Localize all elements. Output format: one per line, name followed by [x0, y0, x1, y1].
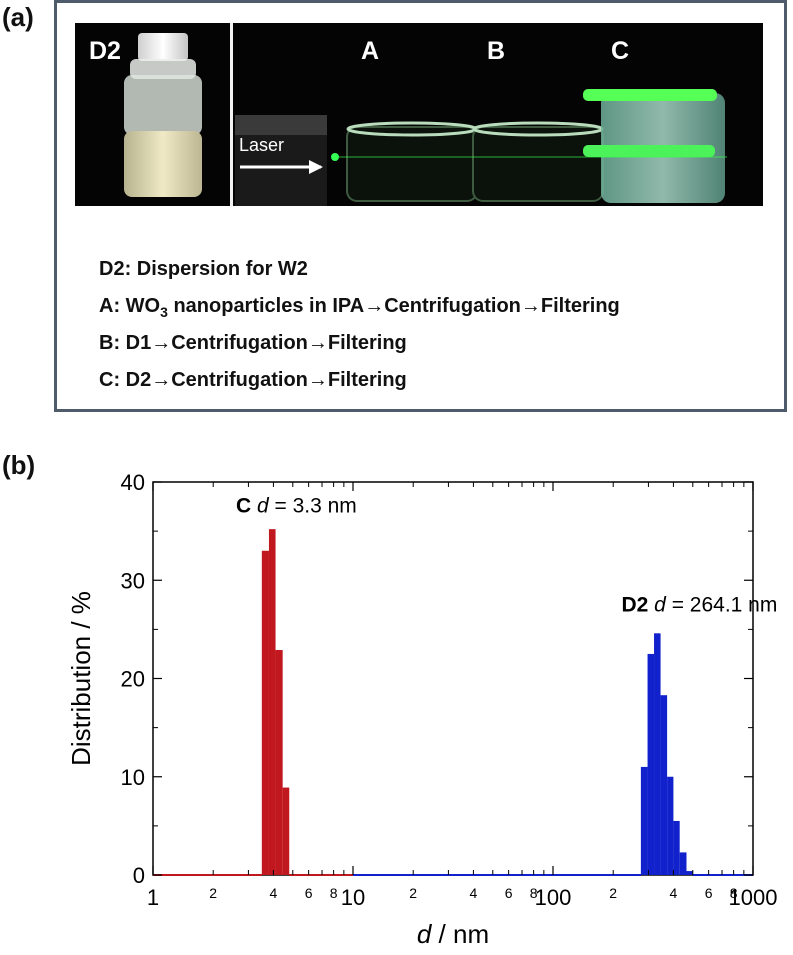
x-minor-tick-label: 8	[530, 885, 538, 901]
annotation-D2-value: = 264.1 nm	[666, 594, 778, 617]
bar-C-3	[275, 650, 283, 875]
vial-b	[472, 121, 604, 202]
legend-line-c: C: D2→Centrifugation→Filtering	[99, 369, 407, 391]
legend-line-a: A: WO3 nanoparticles in IPA→Centrifugati…	[99, 288, 779, 325]
photo-divider	[230, 23, 233, 206]
photo-label-laser: Laser	[239, 135, 285, 155]
photo-vials: D2 A B C Laser	[75, 23, 763, 206]
legend-line-a-prefix: A: WO	[99, 295, 161, 317]
x-minor-tick-label: 8	[730, 885, 738, 901]
bar-C-1	[261, 550, 269, 875]
bar-D2-2	[647, 653, 655, 875]
x-minor-tick-label: 6	[705, 885, 713, 901]
legend-line-a-subscript: 3	[160, 304, 168, 320]
x-minor-tick-label: 2	[209, 885, 217, 901]
x-minor-tick-label: 6	[505, 885, 513, 901]
panel-b-label: (b)	[2, 450, 36, 480]
annotation-C-name: C	[236, 494, 257, 517]
bar-D2-8	[686, 871, 693, 875]
annotations-group: C d = 3.3 nm D2 d = 264.1 nm	[236, 494, 777, 616]
bar-D2-7	[679, 852, 687, 875]
panel-a-label: (a)	[2, 2, 34, 32]
bar-D2-1	[640, 766, 648, 875]
legend-list: D2: Dispersion for W2 A: WO3 nanoparticl…	[99, 251, 779, 399]
annotation-D2-name: D2	[621, 594, 654, 617]
size-distribution-chart: 0 10 20 30 40 1 10 100 1000 2 4 6 8 2 4 6 8 2 4 6 8 C d = 3.…	[66, 470, 778, 949]
annotation-D2: D2 d = 264.1 nm	[621, 594, 777, 617]
vial-c	[333, 89, 727, 203]
bar-C-4	[282, 787, 290, 875]
annotation-C: C d = 3.3 nm	[236, 494, 357, 517]
photo-label-d2: D2	[89, 37, 121, 65]
photo-label-c: C	[611, 37, 630, 65]
annotation-C-symbol: d	[257, 494, 270, 517]
annotation-C-value: = 3.3 nm	[269, 494, 357, 517]
x-tick-label-0: 1	[147, 885, 159, 910]
x-minor-tick-label: 4	[670, 885, 678, 901]
bar-D2-5	[667, 776, 674, 875]
x-axis-label: d / nm	[417, 919, 489, 949]
bars-group	[153, 529, 753, 876]
x-minor-tick-label: 8	[330, 885, 338, 901]
x-tick-label-2: 100	[535, 885, 572, 910]
x-minor-tick-label: 4	[270, 885, 278, 901]
x-axis-label-unit: / nm	[431, 919, 489, 949]
x-minor-tick-label: 2	[409, 885, 417, 901]
vial-a	[346, 121, 478, 202]
bar-C-2	[268, 529, 276, 875]
panel-a-frame: D2 A B C Laser D2: Dispersion for W2 A: …	[54, 0, 787, 412]
bar-D2-3	[654, 633, 661, 875]
legend-line-b: B: D1→Centrifugation→Filtering	[99, 332, 407, 354]
y-tick-label-4: 40	[121, 470, 145, 495]
x-axis-label-symbol: d	[417, 919, 433, 949]
bar-D2-6	[673, 820, 680, 875]
x-minor-tick-label: 6	[305, 885, 313, 901]
x-minor-tick-label: 4	[470, 885, 478, 901]
y-tick-label-2: 20	[121, 667, 145, 692]
photo-label-b: B	[487, 37, 506, 65]
x-tick-label-3: 1000	[729, 885, 778, 910]
x-tick-label-1: 10	[341, 885, 365, 910]
laser-source	[235, 115, 339, 206]
x-minor-tick-label: 2	[609, 885, 617, 901]
axes-group: 0 10 20 30 40 1 10 100 1000 2 4 6 8 2 4 6 8 2 4 6 8	[121, 470, 778, 910]
y-tick-label-3: 30	[121, 568, 145, 593]
annotation-D2-symbol: d	[654, 594, 667, 617]
legend-line-d2: D2: Dispersion for W2	[99, 258, 308, 280]
photo-label-a: A	[361, 37, 380, 65]
bottle-d2	[124, 33, 202, 197]
y-tick-label-0: 0	[133, 863, 145, 888]
bar-D2-4	[660, 695, 668, 875]
photo-illustration	[124, 33, 727, 206]
y-axis-label: Distribution / %	[66, 591, 96, 766]
legend-line-a-suffix: nanoparticles in IPA→Centrifugation→Filt…	[167, 295, 620, 317]
y-tick-label-1: 10	[121, 765, 145, 790]
